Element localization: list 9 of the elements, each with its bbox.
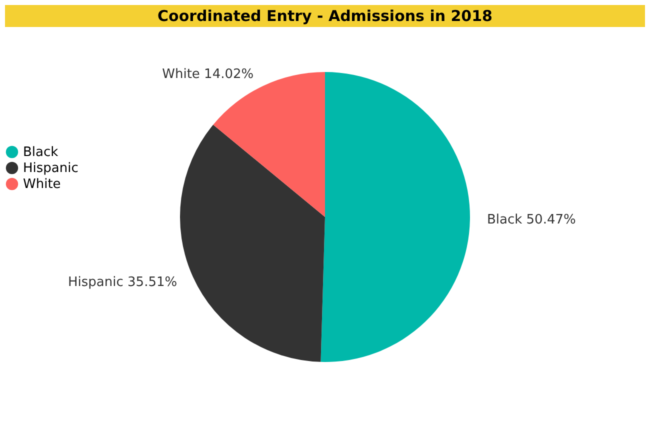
data-label: Hispanic 35.51%: [68, 275, 178, 290]
pie-slice: [180, 124, 325, 362]
data-label: Black 50.47%: [486, 212, 576, 228]
legend-label: Black: [23, 145, 59, 160]
chart-title: Coordinated Entry - Admissions in 2018: [158, 7, 492, 25]
legend-label: White: [23, 177, 61, 192]
data-label: White 14.02%: [162, 67, 254, 82]
legend-label: Hispanic: [23, 161, 78, 176]
pie-slice: [320, 72, 470, 362]
